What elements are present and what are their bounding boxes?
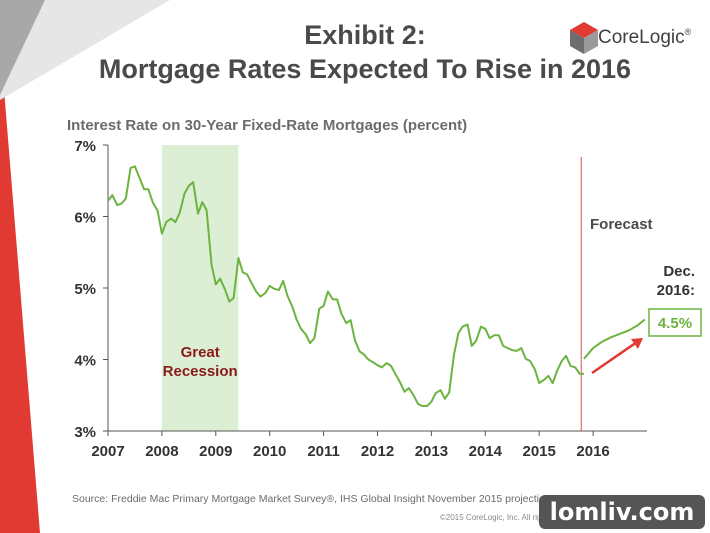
recession-label-line2: Recession [163, 363, 238, 380]
x-tick-label: 2008 [145, 443, 178, 460]
recession-label-line1: Great [181, 344, 220, 361]
logo-cube-left-icon [570, 30, 584, 54]
exhibit-title: Exhibit 2: [304, 20, 426, 50]
plot-area: 3% 4% 5% 6% 7% 2007 2008 2009 2010 2011 2012 2013 20… [74, 138, 647, 460]
x-tick-label: 2016 [576, 443, 609, 460]
actual-series-line [107, 165, 584, 407]
x-tick-label: 2015 [523, 443, 556, 460]
trend-arrow-line [591, 340, 638, 375]
end-value-box [648, 308, 702, 337]
trend-arrow-head-icon [631, 338, 643, 349]
logo-registered-mark: ® [684, 27, 692, 37]
x-tick-label: 2009 [199, 443, 232, 460]
source-note: Source: Freddie Mac Primary Mortgage Mar… [72, 493, 554, 505]
y-tick-label: 3% [74, 424, 96, 441]
chart-title: Interest Rate on 30-Year Fixed-Rate Mort… [67, 117, 468, 134]
x-tick-label: 2012 [361, 443, 394, 460]
x-tick-label: 2007 [91, 443, 124, 460]
end-date-label-line2: 2016: [657, 282, 695, 299]
logo-wordmark: CoreLogic® [598, 27, 692, 48]
dark-corner-decoration [0, 0, 45, 95]
grey-corner-decoration [0, 0, 170, 100]
red-stripe-decoration [0, 40, 40, 533]
end-value-label: 4.5% [658, 315, 692, 332]
x-tick-label: 2014 [469, 443, 503, 460]
x-tick-label: 2010 [253, 443, 286, 460]
x-tick-label: 2013 [415, 443, 448, 460]
end-date-label-line1: Dec. [663, 263, 695, 280]
recession-band [161, 145, 239, 431]
x-tick-label: 2011 [307, 443, 340, 460]
watermark-badge: lomliv.com [539, 495, 705, 529]
copyright-note: ©2015 CoreLogic, Inc. All rights reserve… [440, 513, 588, 522]
logo-cube-right-icon [584, 30, 598, 54]
y-tick-label: 5% [74, 281, 96, 298]
corelogic-logo [570, 22, 598, 54]
forecast-label: Forecast [590, 216, 653, 233]
y-tick-label: 7% [74, 138, 96, 155]
page-title: Mortgage Rates Expected To Rise in 2016 [98, 54, 632, 84]
y-tick-label: 4% [74, 353, 96, 370]
y-tick-label: 6% [74, 210, 96, 227]
chart-labels: Great Recession Forecast Dec. 2016: 4.5% [163, 216, 702, 380]
forecast-series-line [583, 318, 646, 360]
